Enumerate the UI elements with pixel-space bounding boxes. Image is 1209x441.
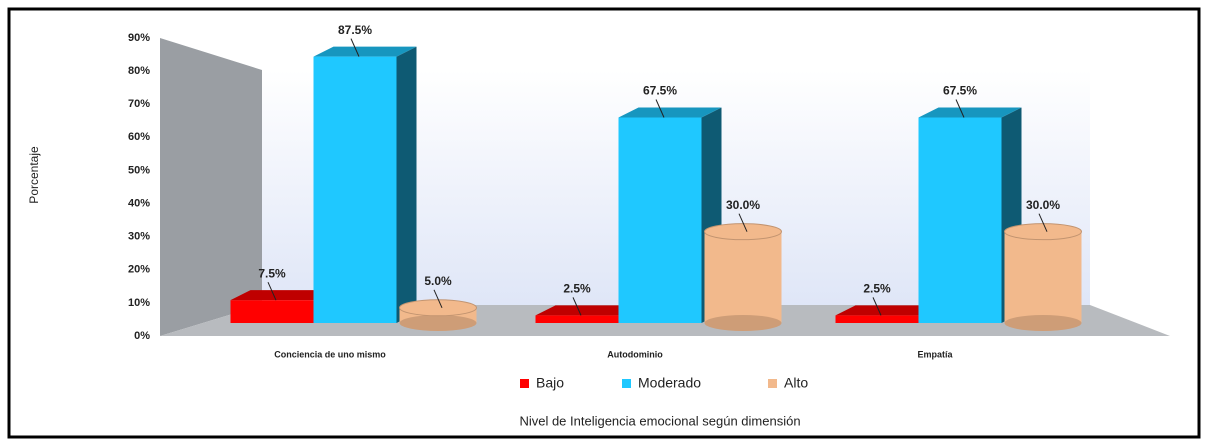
value-label: 67.5% bbox=[643, 84, 677, 98]
legend-swatch bbox=[768, 379, 777, 388]
bar-bottom bbox=[399, 315, 477, 331]
x-tick-label: Conciencia de uno mismo bbox=[274, 349, 386, 359]
value-label: 2.5% bbox=[563, 282, 591, 296]
leader-line bbox=[572, 297, 582, 316]
y-tick-label: 0% bbox=[134, 330, 150, 342]
x-tick-label: Empatía bbox=[917, 349, 953, 359]
y-tick-label: 80% bbox=[128, 65, 150, 77]
bar-top bbox=[835, 305, 939, 316]
leader-line bbox=[738, 213, 748, 232]
legend-swatch bbox=[520, 379, 529, 388]
value-label: 2.5% bbox=[863, 282, 891, 296]
y-tick-label: 50% bbox=[128, 164, 150, 176]
y-tick-label: 70% bbox=[128, 98, 150, 110]
bar bbox=[1004, 231, 1082, 323]
legend-swatch bbox=[622, 379, 631, 388]
bar bbox=[313, 56, 397, 323]
legend-label: Alto bbox=[784, 375, 808, 391]
bar-top bbox=[704, 223, 782, 241]
bar bbox=[230, 300, 314, 323]
x-axis-label: Nivel de Inteligencia emocional según di… bbox=[519, 413, 800, 428]
bar-top bbox=[1004, 223, 1082, 241]
bar-side bbox=[396, 46, 417, 323]
y-tick-label: 90% bbox=[128, 32, 150, 44]
y-tick-label: 20% bbox=[128, 264, 150, 276]
leader-line bbox=[872, 297, 882, 316]
value-label: 7.5% bbox=[258, 266, 286, 280]
bar-bottom bbox=[704, 315, 782, 331]
bar-top bbox=[313, 46, 417, 57]
leader-line bbox=[433, 289, 443, 308]
bar-top bbox=[230, 290, 334, 301]
y-tick-label: 30% bbox=[128, 231, 150, 243]
bar-top bbox=[918, 107, 1022, 118]
value-label: 30.0% bbox=[726, 198, 760, 212]
y-tick-label: 40% bbox=[128, 197, 150, 209]
value-label: 67.5% bbox=[943, 84, 977, 98]
bar bbox=[535, 315, 619, 323]
value-label: 30.0% bbox=[1026, 198, 1060, 212]
legend-label: Bajo bbox=[536, 375, 564, 391]
leader-line bbox=[350, 38, 360, 57]
leader-line bbox=[1038, 213, 1048, 232]
value-label: 87.5% bbox=[338, 23, 372, 37]
y-tick-label: 10% bbox=[128, 297, 150, 309]
value-label: 5.0% bbox=[424, 274, 452, 288]
bar bbox=[918, 117, 1002, 323]
y-tick-label: 60% bbox=[128, 131, 150, 143]
bar bbox=[618, 117, 702, 323]
x-tick-label: Autodominio bbox=[607, 349, 663, 359]
bar-bottom bbox=[1004, 315, 1082, 331]
y-axis-label: Porcentaje bbox=[27, 146, 41, 204]
bar-top bbox=[618, 107, 722, 118]
bar-top bbox=[535, 305, 639, 316]
leader-line bbox=[955, 99, 965, 118]
bar bbox=[835, 315, 919, 323]
leader-line bbox=[267, 281, 277, 301]
side-wall bbox=[160, 38, 262, 336]
legend-label: Moderado bbox=[638, 375, 701, 391]
bar-top bbox=[399, 299, 477, 317]
leader-line bbox=[655, 99, 665, 118]
bar bbox=[704, 231, 782, 323]
